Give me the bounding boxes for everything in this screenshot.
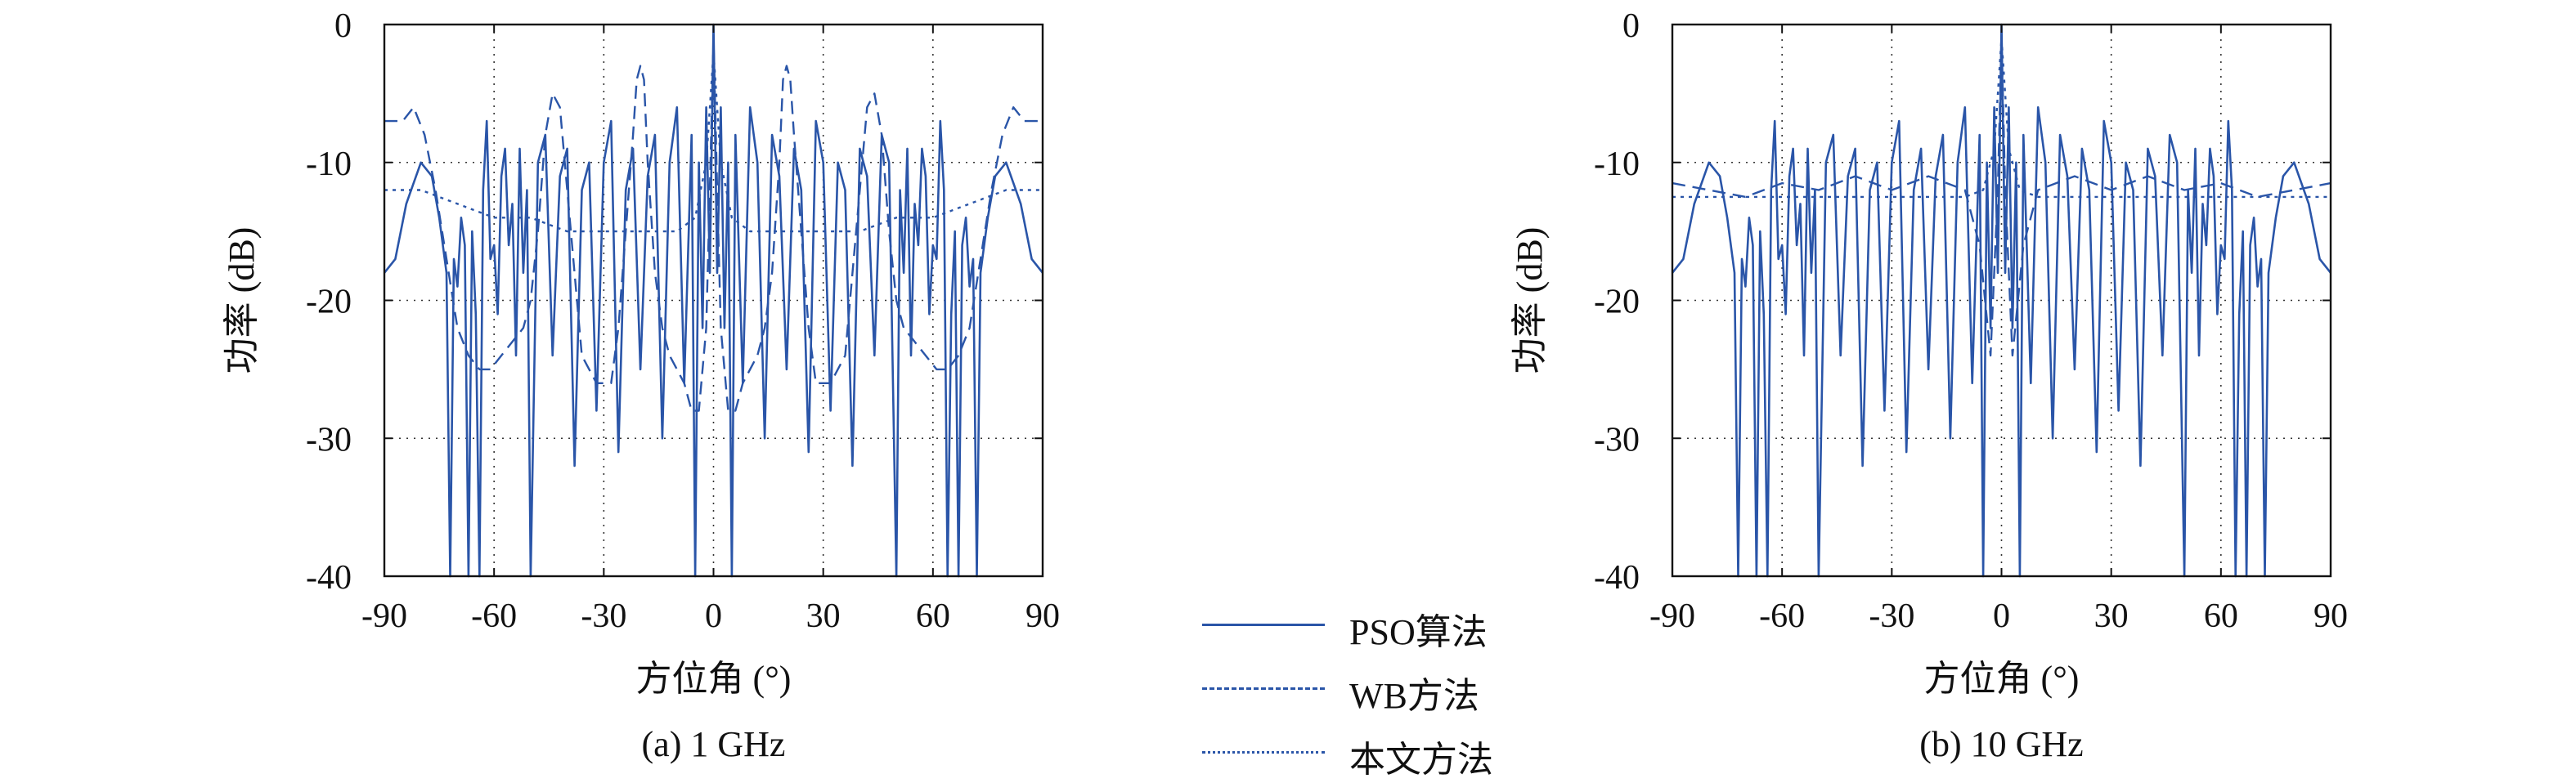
x-tick-label: -30 xyxy=(581,597,626,635)
legend-label-proposed: 本文方法 xyxy=(1349,740,1493,780)
x-tick-label: 0 xyxy=(1993,597,2010,635)
legend-item-pso: PSO算法 xyxy=(1202,601,1546,652)
legend-swatch-solid xyxy=(1202,624,1325,626)
legend-item-proposed: 本文方法 xyxy=(1202,728,1546,780)
x-tick-label: 90 xyxy=(2313,597,2348,635)
chart-b: -90 -60 -30 0 30 60 90 0 -10 -20 -30 -40 方位角 (°) 功率 (… xyxy=(1510,7,2348,764)
legend: PSO算法 WB方法 本文方法 xyxy=(1202,601,1546,781)
series-line-dotted xyxy=(384,51,1043,233)
x-tick-label: 90 xyxy=(1025,597,1060,635)
y-tick-label: 0 xyxy=(334,7,352,45)
y-tick-label: -40 xyxy=(1594,559,1640,597)
y-tick-label: -30 xyxy=(1594,421,1640,459)
chart-subtitle: (b) 10 GHz xyxy=(1919,724,2083,764)
x-axis-label: 方位角 (°) xyxy=(1924,659,2080,699)
x-tick-label: -90 xyxy=(361,597,407,635)
x-tick-label: -90 xyxy=(1649,597,1695,635)
x-tick-label: -30 xyxy=(1869,597,1914,635)
x-tick-label: -60 xyxy=(471,597,517,635)
y-tick-label: 0 xyxy=(1622,7,1640,45)
series-line-dashed xyxy=(1672,37,2331,357)
chart-subtitle: (a) 1 GHz xyxy=(642,724,786,764)
y-tick-label: -10 xyxy=(1594,145,1640,183)
x-tick-label: 0 xyxy=(705,597,722,635)
chart-a: -90 -60 -30 0 30 60 90 0 -10 -20 -30 -40 方位角 (°) 功率 (… xyxy=(222,7,1060,764)
y-tick-label: -20 xyxy=(1594,284,1640,321)
y-tick-label: -10 xyxy=(306,145,352,183)
y-tick-label: -20 xyxy=(306,284,352,321)
legend-swatch-dashed xyxy=(1202,687,1325,690)
series-line-dashed xyxy=(384,37,1043,412)
x-axis-label: 方位角 (°) xyxy=(636,659,792,699)
x-tick-label: 60 xyxy=(2204,597,2238,635)
legend-swatch-dotted xyxy=(1202,751,1325,754)
y-tick-label: -40 xyxy=(306,559,352,597)
series-line-dotted xyxy=(1672,37,2331,199)
y-axis-label: 功率 (dB) xyxy=(1510,227,1550,374)
x-tick-label: 60 xyxy=(916,597,950,635)
legend-label-wb: WB方法 xyxy=(1349,676,1479,716)
x-tick-label: -60 xyxy=(1759,597,1805,635)
x-tick-label: 30 xyxy=(806,597,841,635)
y-tick-label: -30 xyxy=(306,421,352,459)
y-axis-label: 功率 (dB) xyxy=(222,227,262,374)
x-tick-label: 30 xyxy=(2094,597,2129,635)
legend-label-pso: PSO算法 xyxy=(1349,612,1488,652)
legend-item-wb: WB方法 xyxy=(1202,664,1546,716)
